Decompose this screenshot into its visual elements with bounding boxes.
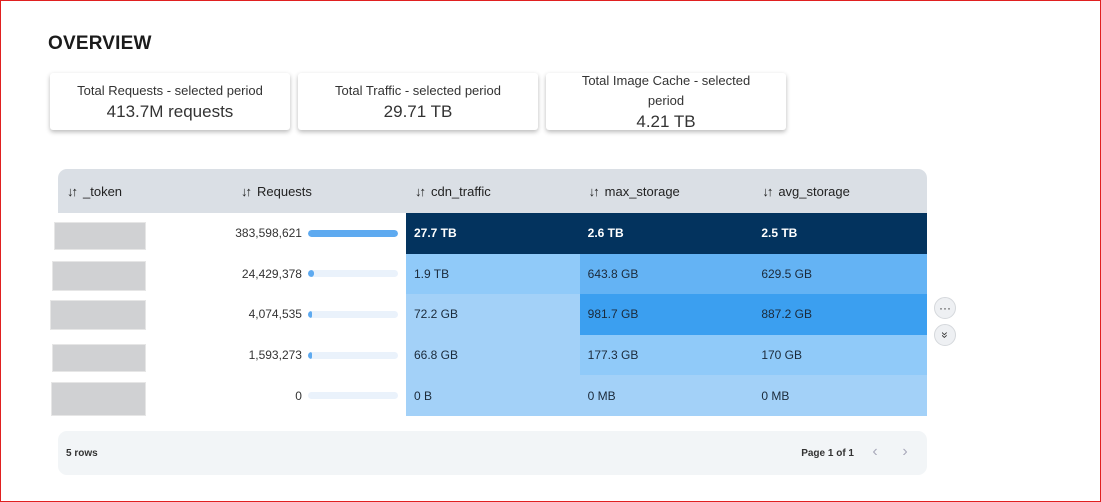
card-label: Total Requests - selected period xyxy=(77,82,263,98)
column-header-label: Requests xyxy=(256,183,312,199)
max-storage-cell: 2.6 TB xyxy=(579,213,754,254)
table-row[interactable]: 0 0 B 0 MB 0 MB xyxy=(51,375,927,417)
requests-value: 24,429,378 xyxy=(241,266,302,281)
requests-bar xyxy=(307,351,398,359)
requests-value: 383,598,621 xyxy=(235,226,302,241)
card-value: 29.71 TB xyxy=(383,101,453,121)
requests-bar-fill xyxy=(307,310,312,318)
requests-value: 0 xyxy=(295,388,302,403)
card-label: Total Image Cache - selected period xyxy=(581,72,751,108)
card-value: 4.21 TB xyxy=(636,111,696,131)
requests-bar-fill xyxy=(307,351,312,359)
card-value: 413.7M requests xyxy=(106,101,234,121)
token-cell xyxy=(51,375,232,417)
more-options-icon[interactable]: ··· xyxy=(934,297,956,319)
requests-bar xyxy=(307,270,398,278)
requests-value: 4,074,535 xyxy=(248,307,302,322)
page-title: OVERVIEW xyxy=(48,33,152,54)
chevron-right-icon[interactable]: › xyxy=(902,443,908,460)
sort-icon: ↓↑ xyxy=(414,183,426,199)
cdn-traffic-cell: 0 B xyxy=(405,375,580,416)
column-header-label: cdn_traffic xyxy=(430,183,491,199)
column-header-label: avg_storage xyxy=(778,183,850,199)
table-row[interactable]: 1,593,273 66.8 GB 177.3 GB 170 GB xyxy=(52,334,927,376)
requests-bar-fill xyxy=(307,270,314,278)
cdn-traffic-cell: 1.9 TB xyxy=(405,253,580,295)
cdn-traffic-cell: 72.2 GB xyxy=(405,294,580,335)
column-header-avg-storage[interactable]: ↓↑ avg_storage xyxy=(753,184,927,199)
max-storage-cell: 177.3 GB xyxy=(579,334,754,376)
avg-storage-cell: 629.5 GB xyxy=(753,253,927,295)
requests-cell: 0 xyxy=(232,375,406,416)
token-cell xyxy=(52,335,232,376)
row-count: 5 rows xyxy=(66,448,98,459)
total-traffic-card: Total Traffic - selected period 29.71 TB xyxy=(298,73,538,130)
avg-storage-cell: 170 GB xyxy=(753,334,927,376)
sort-icon: ↓↑ xyxy=(240,183,252,199)
total-requests-card: Total Requests - selected period 413.7M … xyxy=(50,73,290,130)
token-cell xyxy=(52,254,232,295)
redacted-token xyxy=(52,343,146,372)
column-header-requests[interactable]: ↓↑ Requests xyxy=(232,184,406,199)
requests-bar xyxy=(307,229,398,237)
avg-storage-cell: 2.5 TB xyxy=(753,213,927,254)
redacted-token xyxy=(50,300,146,331)
table-footer: 5 rows Page 1 of 1 ‹ › xyxy=(58,431,927,475)
requests-cell: 24,429,378 xyxy=(232,254,406,295)
card-label: Total Traffic - selected period xyxy=(335,82,501,98)
redacted-token xyxy=(54,222,146,250)
max-storage-cell: 981.7 GB xyxy=(579,294,754,335)
column-header-label: _token xyxy=(83,183,123,199)
expand-down-icon[interactable]: » xyxy=(934,324,956,346)
cdn-traffic-cell: 27.7 TB xyxy=(405,213,580,254)
total-image-cache-card: Total Image Cache - selected period 4.21… xyxy=(546,72,786,131)
table-row[interactable]: 4,074,535 72.2 GB 981.7 GB 887.2 GB xyxy=(50,294,927,335)
requests-bar xyxy=(307,392,398,400)
requests-cell: 383,598,621 xyxy=(232,213,406,254)
redacted-token xyxy=(51,382,146,417)
token-cell xyxy=(50,294,232,335)
table-row[interactable]: 383,598,621 27.7 TB 2.6 TB 2.5 TB xyxy=(54,213,927,254)
sort-icon: ↓↑ xyxy=(588,183,600,199)
requests-bar xyxy=(307,310,398,318)
column-header-label: max_storage xyxy=(604,183,680,199)
sort-icon: ↓↑ xyxy=(67,183,78,199)
table-row[interactable]: 24,429,378 1.9 TB 643.8 GB 629.5 GB xyxy=(52,253,927,295)
column-header-token[interactable]: ↓↑ _token xyxy=(58,184,232,199)
cdn-traffic-cell: 66.8 GB xyxy=(405,334,580,376)
max-storage-cell: 0 MB xyxy=(579,375,754,416)
data-table: ↓↑ _token ↓↑ Requests ↓↑ cdn_traffic ↓↑ … xyxy=(50,169,927,417)
column-header-cdn-traffic[interactable]: ↓↑ cdn_traffic xyxy=(406,184,580,199)
redacted-token xyxy=(52,260,146,291)
avg-storage-cell: 887.2 GB xyxy=(753,294,927,335)
page-indicator: Page 1 of 1 xyxy=(801,448,854,459)
sort-icon: ↓↑ xyxy=(762,183,773,199)
requests-bar-fill xyxy=(307,229,398,237)
token-cell xyxy=(54,213,232,254)
max-storage-cell: 643.8 GB xyxy=(579,253,754,295)
column-header-max-storage[interactable]: ↓↑ max_storage xyxy=(580,184,754,199)
table-header: ↓↑ _token ↓↑ Requests ↓↑ cdn_traffic ↓↑ … xyxy=(58,169,927,213)
requests-cell: 1,593,273 xyxy=(232,335,406,376)
avg-storage-cell: 0 MB xyxy=(753,375,927,416)
requests-cell: 4,074,535 xyxy=(232,294,406,335)
requests-value: 1,593,273 xyxy=(248,348,302,363)
chevron-left-icon[interactable]: ‹ xyxy=(872,443,878,460)
